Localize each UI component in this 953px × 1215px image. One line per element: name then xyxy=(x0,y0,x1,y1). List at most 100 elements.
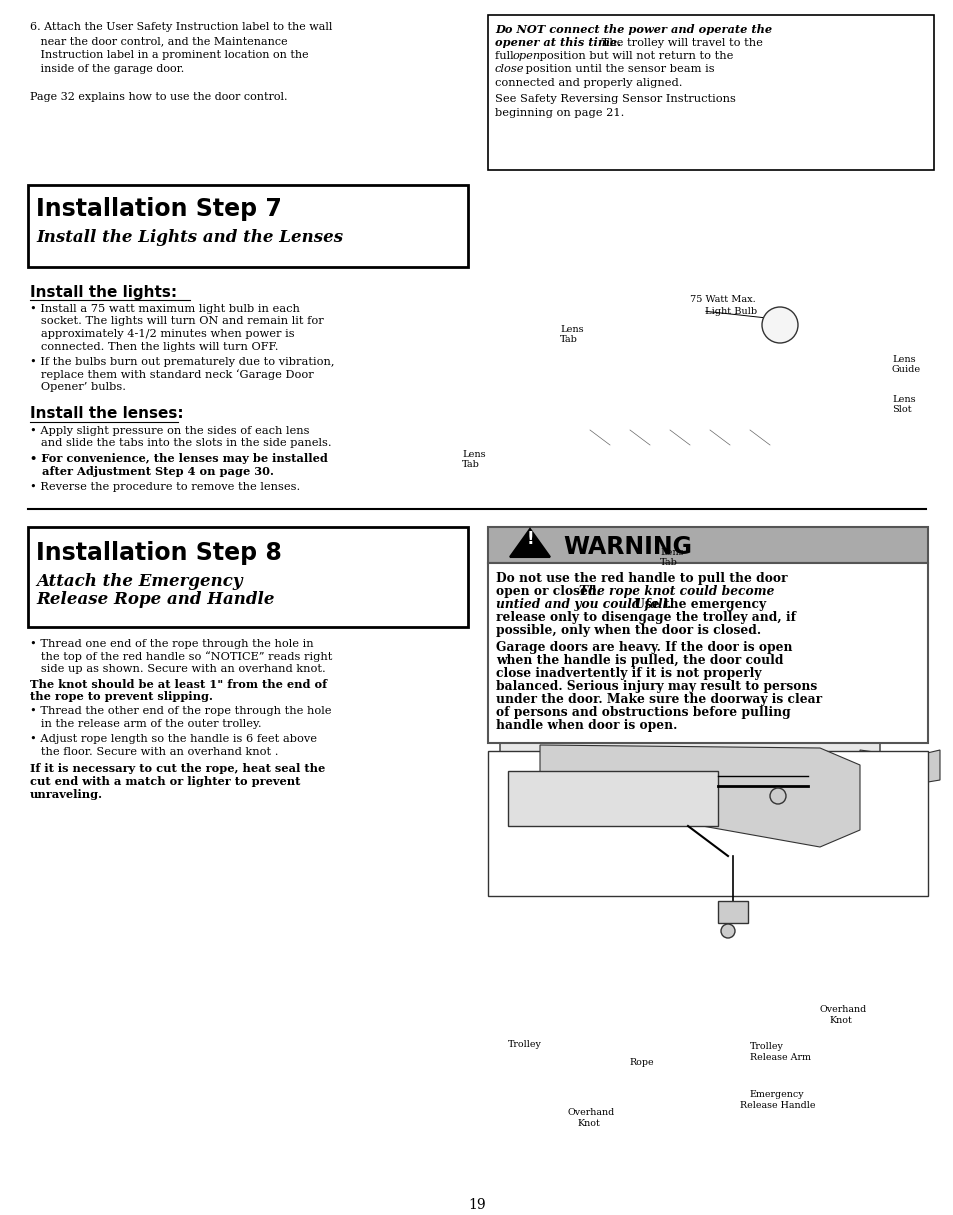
Bar xyxy=(488,15,933,170)
Polygon shape xyxy=(510,529,550,556)
Text: open or closed.: open or closed. xyxy=(496,584,604,598)
Text: release only to disengage the trolley and, if: release only to disengage the trolley an… xyxy=(496,611,795,625)
Text: and slide the tabs into the slots in the side panels.: and slide the tabs into the slots in the… xyxy=(30,437,332,448)
Bar xyxy=(718,902,747,923)
Text: If it is necessary to cut the rope, heat seal the: If it is necessary to cut the rope, heat… xyxy=(30,763,325,774)
Bar xyxy=(28,527,468,627)
Text: !: ! xyxy=(526,530,534,548)
Text: connected. Then the lights will turn OFF.: connected. Then the lights will turn OFF… xyxy=(30,341,278,351)
Text: Use the emergency: Use the emergency xyxy=(629,598,765,611)
Text: • If the bulbs burn out prematurely due to vibration,: • If the bulbs burn out prematurely due … xyxy=(30,357,335,367)
Text: See Safety Reversing Sensor Instructions: See Safety Reversing Sensor Instructions xyxy=(495,95,735,104)
Text: unraveling.: unraveling. xyxy=(30,789,103,799)
Text: Overhand: Overhand xyxy=(820,1005,866,1015)
Text: when the handle is pulled, the door could: when the handle is pulled, the door coul… xyxy=(496,654,782,667)
Text: Install the Lights and the Lenses: Install the Lights and the Lenses xyxy=(36,228,343,245)
Text: the top of the red handle so “NOTICE” reads right: the top of the red handle so “NOTICE” re… xyxy=(30,651,332,662)
Text: The knot should be at least 1" from the end of: The knot should be at least 1" from the … xyxy=(30,678,327,689)
Text: Release Handle: Release Handle xyxy=(740,1101,815,1111)
Text: Knot: Knot xyxy=(829,1016,852,1025)
Text: replace them with standard neck ‘Garage Door: replace them with standard neck ‘Garage … xyxy=(30,369,314,380)
Text: Lens: Lens xyxy=(559,324,583,334)
Text: approximately 4-1/2 minutes when power is: approximately 4-1/2 minutes when power i… xyxy=(30,329,294,339)
Text: open: open xyxy=(513,51,540,61)
Text: untied and you could fall.: untied and you could fall. xyxy=(496,598,671,611)
Text: Knot: Knot xyxy=(578,1119,600,1128)
Polygon shape xyxy=(539,745,859,847)
Text: position but will not return to the: position but will not return to the xyxy=(536,51,733,61)
Text: side up as shown. Secure with an overhand knot.: side up as shown. Secure with an overhan… xyxy=(30,665,325,674)
Text: Tab: Tab xyxy=(659,558,678,567)
Bar xyxy=(28,185,468,267)
Text: • Reverse the procedure to remove the lenses.: • Reverse the procedure to remove the le… xyxy=(30,481,300,492)
Text: Do not use the red handle to pull the door: Do not use the red handle to pull the do… xyxy=(496,572,786,584)
Text: cut end with a match or lighter to prevent: cut end with a match or lighter to preve… xyxy=(30,776,300,787)
Text: beginning on page 21.: beginning on page 21. xyxy=(495,108,623,118)
Text: Install the lenses:: Install the lenses: xyxy=(30,407,183,422)
Text: Opener’ bulbs.: Opener’ bulbs. xyxy=(30,382,126,392)
Text: 6. Attach the User Safety Instruction label to the wall: 6. Attach the User Safety Instruction la… xyxy=(30,22,332,32)
Text: after Adjustment Step 4 on page 30.: after Adjustment Step 4 on page 30. xyxy=(30,467,274,477)
Text: Trolley: Trolley xyxy=(507,1040,541,1049)
Text: The trolley will travel to the: The trolley will travel to the xyxy=(598,38,762,47)
Text: Tab: Tab xyxy=(461,460,479,469)
Text: Lens: Lens xyxy=(891,395,915,405)
Text: Install the lights:: Install the lights: xyxy=(30,286,177,300)
Text: The rope knot could become: The rope knot could become xyxy=(578,584,774,598)
Text: of persons and obstructions before pulling: of persons and obstructions before pulli… xyxy=(496,706,790,719)
Bar xyxy=(507,772,718,826)
Text: close: close xyxy=(495,64,524,74)
Text: Release Rope and Handle: Release Rope and Handle xyxy=(36,590,274,608)
Text: • Adjust rope length so the handle is 6 feet above: • Adjust rope length so the handle is 6 … xyxy=(30,735,316,745)
Text: Trolley: Trolley xyxy=(749,1042,783,1051)
Text: full: full xyxy=(495,51,517,61)
Text: Lens: Lens xyxy=(891,355,915,364)
Polygon shape xyxy=(859,750,909,835)
Text: Lens: Lens xyxy=(461,450,485,459)
Polygon shape xyxy=(499,677,879,895)
Text: Lens: Lens xyxy=(659,548,683,556)
Text: Tab: Tab xyxy=(559,335,578,344)
Circle shape xyxy=(761,307,797,343)
Text: balanced. Serious injury may result to persons: balanced. Serious injury may result to p… xyxy=(496,680,817,693)
Text: under the door. Make sure the doorway is clear: under the door. Make sure the doorway is… xyxy=(496,693,821,706)
Text: opener at this time.: opener at this time. xyxy=(495,38,620,49)
Text: Release Arm: Release Arm xyxy=(749,1053,810,1062)
Text: Overhand: Overhand xyxy=(567,1108,615,1117)
Text: the rope to prevent slipping.: the rope to prevent slipping. xyxy=(30,691,213,702)
Text: • Apply slight pressure on the sides of each lens: • Apply slight pressure on the sides of … xyxy=(30,425,309,435)
Text: Garage doors are heavy. If the door is open: Garage doors are heavy. If the door is o… xyxy=(496,642,792,654)
Text: 75 Watt Max.: 75 Watt Max. xyxy=(689,295,755,304)
Bar xyxy=(488,751,927,895)
Text: near the door control, and the Maintenance: near the door control, and the Maintenan… xyxy=(30,36,287,46)
Text: Installation Step 8: Installation Step 8 xyxy=(36,541,281,565)
Text: Guide: Guide xyxy=(891,364,921,374)
Text: position until the sensor beam is: position until the sensor beam is xyxy=(521,64,714,74)
Text: Light Bulb: Light Bulb xyxy=(704,307,757,316)
Text: WARNING: WARNING xyxy=(562,535,691,559)
Text: Instruction label in a prominent location on the: Instruction label in a prominent locatio… xyxy=(30,50,309,60)
Polygon shape xyxy=(499,640,689,710)
Text: handle when door is open.: handle when door is open. xyxy=(496,719,677,731)
Text: Installation Step 7: Installation Step 7 xyxy=(36,197,281,221)
Text: • For convenience, the lenses may be installed: • For convenience, the lenses may be ins… xyxy=(30,453,328,464)
Circle shape xyxy=(720,923,734,938)
Text: Rope: Rope xyxy=(629,1058,654,1067)
Text: Attach the Emergency: Attach the Emergency xyxy=(36,573,242,590)
Text: • Install a 75 watt maximum light bulb in each: • Install a 75 watt maximum light bulb i… xyxy=(30,304,299,313)
Text: close inadvertently if it is not properly: close inadvertently if it is not properl… xyxy=(496,667,760,680)
Text: socket. The lights will turn ON and remain lit for: socket. The lights will turn ON and rema… xyxy=(30,316,323,327)
Text: • Thread the other end of the rope through the hole: • Thread the other end of the rope throu… xyxy=(30,706,331,717)
Bar xyxy=(488,563,927,744)
Bar xyxy=(488,527,927,563)
Text: inside of the garage door.: inside of the garage door. xyxy=(30,64,184,74)
Text: Slot: Slot xyxy=(891,405,911,414)
Text: Page 32 explains how to use the door control.: Page 32 explains how to use the door con… xyxy=(30,92,287,102)
Text: Emergency: Emergency xyxy=(749,1090,803,1100)
Circle shape xyxy=(769,789,785,804)
Text: 19: 19 xyxy=(468,1198,485,1213)
Polygon shape xyxy=(909,750,939,785)
Text: the floor. Secure with an overhand knot .: the floor. Secure with an overhand knot … xyxy=(30,747,278,757)
Text: Do NOT connect the power and operate the: Do NOT connect the power and operate the xyxy=(495,24,771,35)
Text: connected and properly aligned.: connected and properly aligned. xyxy=(495,78,681,87)
